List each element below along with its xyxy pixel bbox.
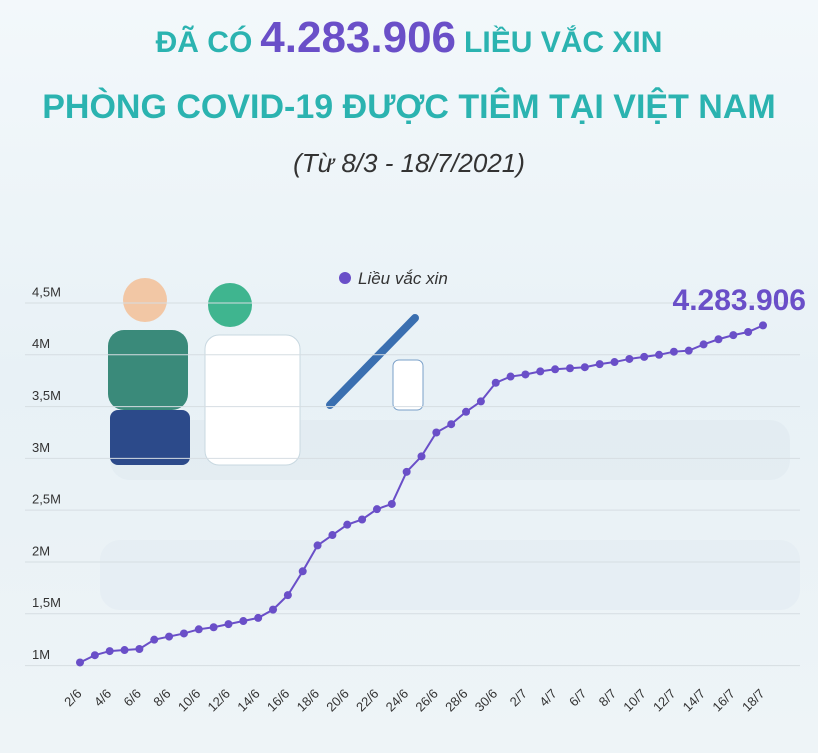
y-tick-label: 2,5M — [32, 492, 61, 507]
decor — [100, 540, 800, 610]
point — [655, 350, 664, 359]
point — [372, 505, 381, 514]
point — [729, 331, 738, 340]
point — [521, 370, 530, 379]
y-tick-label: 1,5M — [32, 595, 61, 610]
point — [254, 613, 263, 622]
point — [580, 363, 589, 372]
point — [209, 623, 218, 632]
y-tick-label: 2M — [32, 543, 50, 558]
point — [298, 567, 307, 576]
point — [328, 531, 337, 540]
point — [135, 644, 144, 653]
point — [269, 605, 278, 614]
point — [387, 499, 396, 508]
point — [150, 635, 159, 644]
point — [120, 646, 129, 655]
point — [506, 372, 515, 381]
point — [699, 340, 708, 349]
legend-marker — [339, 272, 351, 284]
point — [744, 328, 753, 337]
point — [551, 365, 560, 374]
title-line1: ĐÃ CÓ 4.283.906 LIỀU VẮC XIN — [156, 13, 663, 62]
subtitle: (Từ 8/3 - 18/7/2021) — [293, 148, 525, 178]
y-tick-label: 4M — [32, 336, 50, 351]
point — [417, 452, 426, 461]
point — [165, 632, 174, 641]
title-part: ĐÃ CÓ — [156, 25, 253, 59]
point — [313, 541, 322, 550]
point — [476, 397, 485, 406]
point — [669, 347, 678, 356]
point — [565, 364, 574, 373]
point — [595, 360, 604, 369]
point — [447, 420, 456, 429]
y-tick-label: 3,5M — [32, 388, 61, 403]
point — [179, 629, 188, 638]
point — [714, 335, 723, 344]
point — [491, 378, 500, 387]
y-tick-label: 3M — [32, 440, 50, 455]
point — [462, 407, 471, 416]
annotation: 4.283.906 — [673, 284, 806, 317]
point — [684, 346, 693, 355]
point — [536, 367, 545, 376]
legend-label: Liều vắc xin — [358, 269, 448, 288]
point — [432, 428, 441, 437]
point — [759, 321, 767, 330]
point — [194, 625, 203, 634]
title-highlight: 4.283.906 — [260, 13, 456, 62]
point — [610, 358, 619, 367]
point — [224, 620, 233, 629]
point — [402, 467, 411, 476]
point — [358, 515, 367, 524]
y-tick-label: 4,5M — [32, 284, 61, 299]
point — [625, 354, 634, 363]
illustration — [108, 278, 424, 466]
point — [90, 651, 99, 660]
point — [283, 591, 292, 600]
title-part: LIỀU VẮC XIN — [464, 25, 662, 59]
title-line2: PHÒNG COVID-19 ĐƯỢC TIÊM TẠI VIỆT NAM — [42, 88, 775, 126]
y-tick-label: 1M — [32, 647, 50, 662]
point — [343, 520, 352, 529]
point — [105, 647, 114, 656]
point — [76, 658, 84, 667]
point — [239, 617, 248, 626]
point — [640, 352, 649, 361]
